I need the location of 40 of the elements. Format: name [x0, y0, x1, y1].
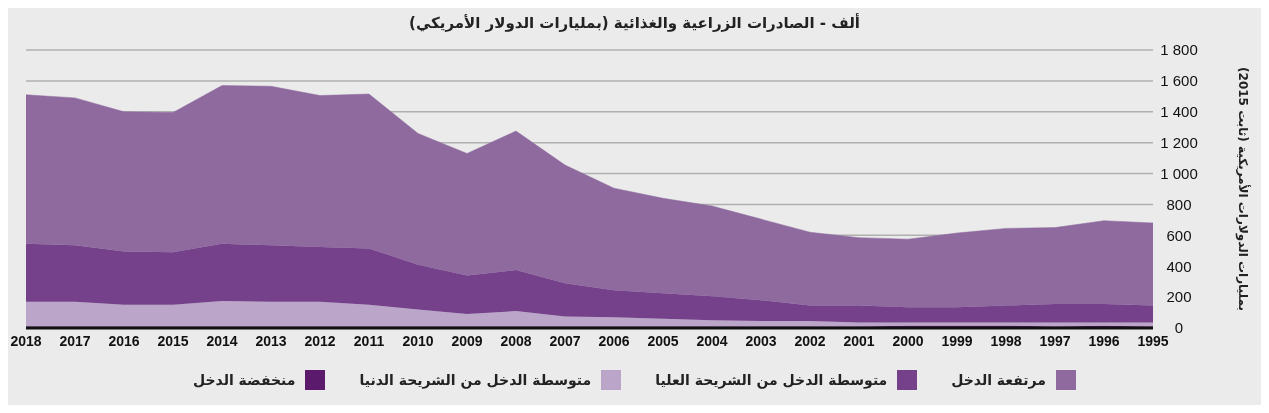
x-tick-label: 2011: [353, 332, 385, 349]
x-tick-label: 2006: [598, 332, 630, 349]
x-tick-label: 2003: [745, 332, 777, 349]
y-tick-label: 200: [1166, 288, 1192, 306]
x-tick-label: 2000: [892, 332, 924, 349]
y-axis-title: بمليارات الدولارات الأمريكية (ثابت 2015): [1234, 67, 1251, 311]
y-tick-label: 1 200: [1160, 133, 1198, 151]
x-tick-label: 1995: [1137, 332, 1169, 349]
x-tick-label: 1996: [1088, 332, 1120, 349]
x-tick-label: 2008: [500, 332, 532, 349]
x-tick-label: 2016: [108, 332, 140, 349]
x-tick-label: 2010: [402, 332, 434, 349]
legend-label: منخفضة الدخل: [193, 372, 296, 388]
y-tick-label: 1 000: [1160, 164, 1198, 182]
x-tick-label: 2007: [549, 332, 581, 349]
x-tick-label: 2005: [647, 332, 679, 349]
x-tick-label: 2013: [255, 332, 287, 349]
x-tick-label: 2009: [451, 332, 483, 349]
legend-label: متوسطة الدخل من الشريحة الدنيا: [359, 372, 592, 388]
y-tick-label: 600: [1166, 226, 1192, 244]
y-tick-label: 0: [1174, 319, 1184, 337]
x-tick-label: 2018: [10, 332, 42, 349]
y-tick-label: 400: [1166, 257, 1192, 275]
y-tick-label: 1 800: [1160, 41, 1198, 59]
x-tick-label: 2004: [696, 332, 728, 349]
y-tick-label: 800: [1166, 195, 1192, 213]
x-tick-label: 2017: [59, 332, 91, 349]
x-tick-label: 2012: [304, 332, 336, 349]
x-tick-label: 1999: [941, 332, 973, 349]
y-tick-label: 1 400: [1160, 103, 1198, 121]
x-tick-label: 2014: [206, 332, 238, 349]
x-tick-label: 1997: [1039, 332, 1071, 349]
y-tick-label: 1 600: [1160, 72, 1198, 90]
x-tick-label: 2002: [794, 332, 826, 349]
legend-label: مرتفعة الدخل: [951, 372, 1046, 388]
legend-label: متوسطة الدخل من الشريحة العليا: [655, 372, 888, 388]
x-tick-label: 2001: [843, 332, 875, 349]
x-tick-label: 2015: [157, 332, 189, 349]
x-tick-label: 1998: [990, 332, 1022, 349]
chart-title: ألف - الصادرات الزراعية والغذائية (بمليارات الدولار الأمريكي): [408, 12, 861, 34]
